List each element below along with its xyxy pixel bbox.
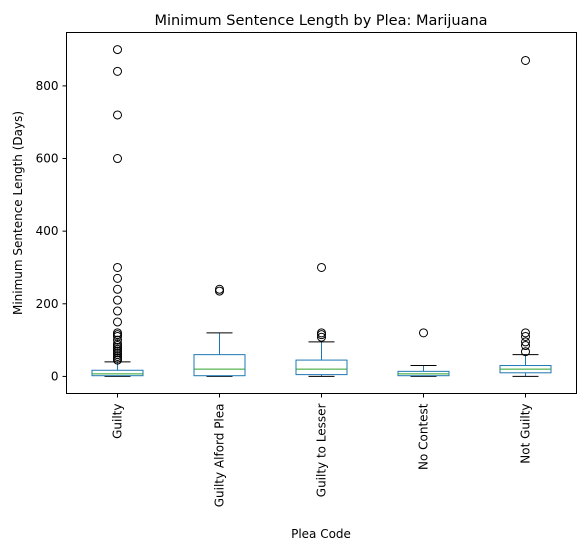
outlier-point xyxy=(113,295,122,305)
y-tick-label: 600 xyxy=(36,152,59,166)
box-iqr xyxy=(193,354,246,377)
outlier-point xyxy=(113,284,122,294)
outlier-point xyxy=(113,339,122,349)
outlier-point xyxy=(317,332,326,342)
y-tick-label: 200 xyxy=(36,297,59,311)
box-iqr xyxy=(91,369,144,377)
outlier-point xyxy=(113,306,122,316)
x-tick-label: Guilty Alford Plea xyxy=(213,404,227,508)
outlier-point xyxy=(113,317,122,327)
outlier-point xyxy=(113,273,122,283)
outlier-point xyxy=(113,45,122,55)
outlier-point xyxy=(215,284,224,294)
x-axis-label: Plea Code xyxy=(291,527,351,541)
box-iqr xyxy=(295,359,348,376)
outlier-point xyxy=(521,331,530,341)
outlier-point xyxy=(419,328,428,338)
outlier-point xyxy=(113,330,122,340)
outlier-point xyxy=(113,335,122,345)
outlier-point xyxy=(113,66,122,76)
x-tick-label: Guilty to Lesser xyxy=(315,403,329,497)
y-axis-label: Minimum Sentence Length (Days) xyxy=(11,111,25,315)
outlier-point xyxy=(317,262,326,272)
outlier-point xyxy=(521,55,530,65)
x-tick-label: Guilty xyxy=(111,404,125,439)
x-tick-label: No Contest xyxy=(417,403,431,470)
y-tick-label: 0 xyxy=(51,369,59,383)
outlier-point xyxy=(113,110,122,120)
plot-frame xyxy=(66,32,577,394)
y-tick-label: 400 xyxy=(36,224,59,238)
outlier-point xyxy=(215,286,224,296)
outlier-point xyxy=(521,347,530,357)
outlier-point xyxy=(317,328,326,338)
x-tick-label: Not Guilty xyxy=(519,404,533,464)
outlier-point xyxy=(521,341,530,351)
outlier-point xyxy=(521,337,530,347)
plot-layer: 0 200 400 600 800 Guilty Guilty Alford Plea Gui… xyxy=(36,45,552,508)
outlier-point xyxy=(113,262,122,272)
outlier-point xyxy=(521,328,530,338)
outlier-point xyxy=(113,328,122,338)
y-tick-label: 800 xyxy=(36,79,59,93)
outlier-point xyxy=(113,154,122,164)
chart-title: Minimum Sentence Length by Plea: Marijua… xyxy=(154,13,487,29)
